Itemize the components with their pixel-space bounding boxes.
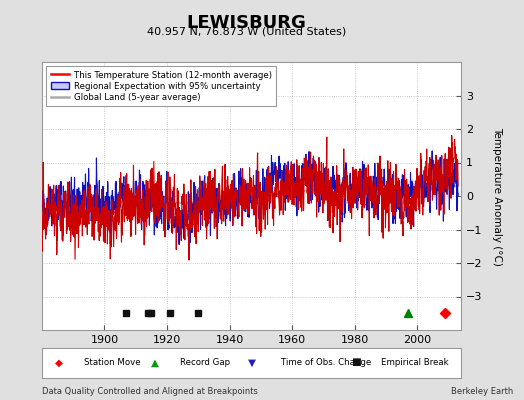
Text: Station Move: Station Move bbox=[84, 358, 140, 367]
Text: Berkeley Earth: Berkeley Earth bbox=[451, 387, 514, 396]
Text: ■: ■ bbox=[352, 358, 361, 367]
Text: Record Gap: Record Gap bbox=[180, 358, 231, 367]
Text: Data Quality Controlled and Aligned at Breakpoints: Data Quality Controlled and Aligned at B… bbox=[42, 387, 258, 396]
Text: ◆: ◆ bbox=[54, 358, 63, 367]
Text: ▲: ▲ bbox=[151, 358, 159, 367]
Text: ▼: ▼ bbox=[247, 358, 256, 367]
Legend: This Temperature Station (12-month average), Regional Expectation with 95% uncer: This Temperature Station (12-month avera… bbox=[46, 66, 276, 106]
Text: 40.957 N, 76.873 W (United States): 40.957 N, 76.873 W (United States) bbox=[147, 26, 346, 36]
Text: LEWISBURG: LEWISBURG bbox=[187, 14, 306, 32]
Y-axis label: Temperature Anomaly (°C): Temperature Anomaly (°C) bbox=[492, 126, 502, 266]
Text: Empirical Break: Empirical Break bbox=[381, 358, 449, 367]
Text: Time of Obs. Change: Time of Obs. Change bbox=[281, 358, 371, 367]
